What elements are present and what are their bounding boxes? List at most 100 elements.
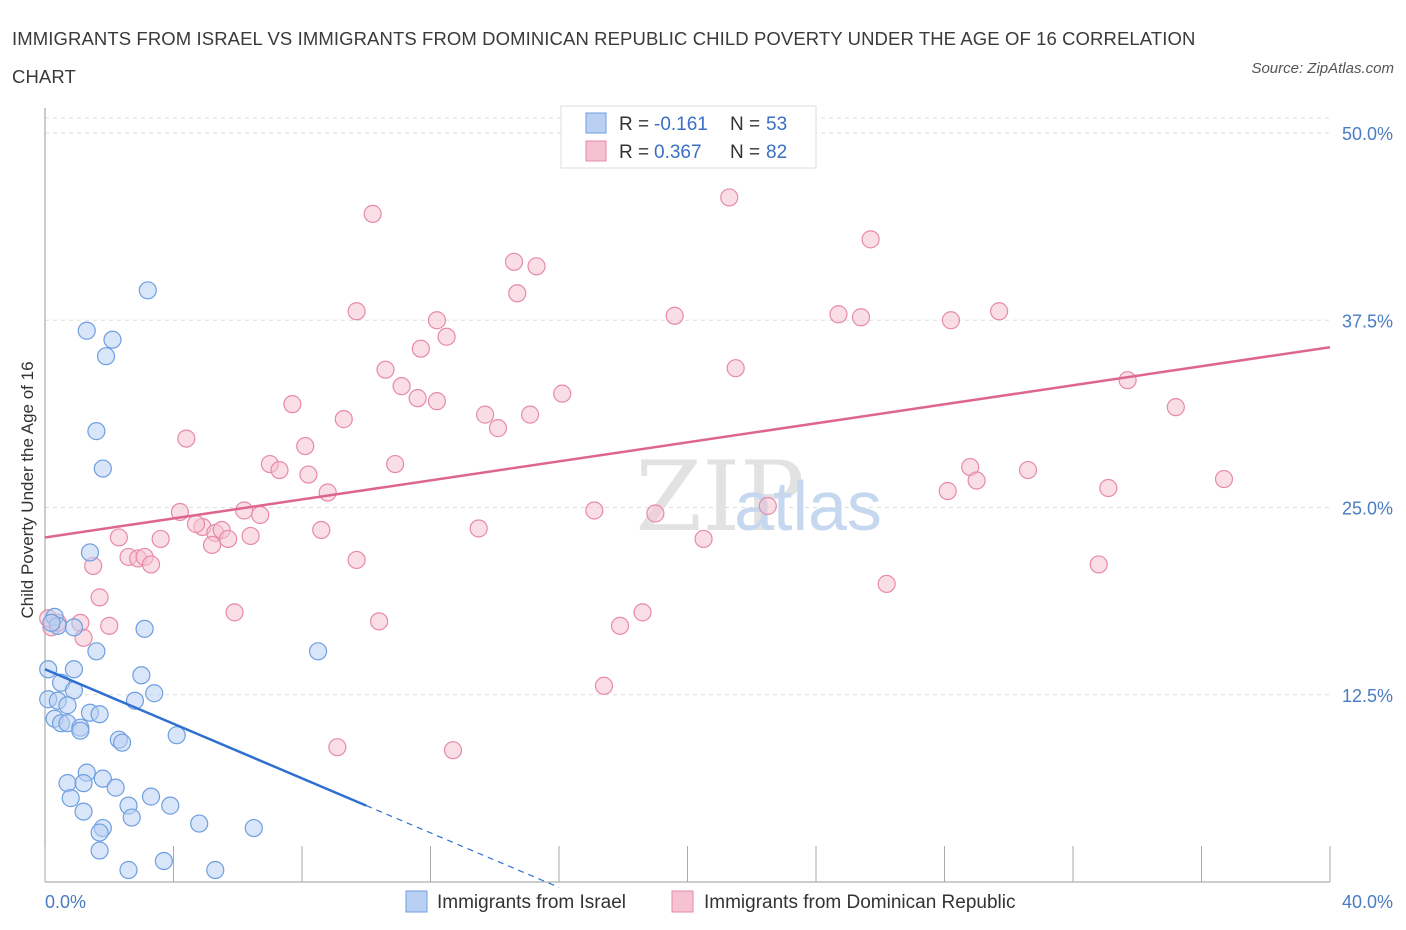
dominican-point: [967, 471, 986, 490]
dominican-point: [241, 526, 260, 546]
dominican-point: [347, 550, 366, 570]
y-axis-label: Child Poverty Under the Age of 16: [18, 361, 37, 618]
israel-point: [90, 705, 109, 724]
axes: [44, 108, 1331, 883]
dominican-point: [109, 528, 128, 547]
dominican-point: [270, 460, 289, 480]
dominican-point: [941, 311, 961, 330]
dominican-point: [1166, 398, 1185, 417]
dominican-point: [851, 308, 871, 327]
israel-point: [135, 619, 154, 638]
dominican-point: [594, 676, 614, 695]
israel-point: [74, 802, 93, 821]
y-tick-label: 37.5%: [1342, 311, 1393, 331]
dominican-point: [141, 555, 161, 574]
dominican-point: [312, 520, 331, 540]
dominican-point: [610, 616, 630, 635]
israel-point: [74, 774, 93, 793]
israel-point: [190, 814, 209, 833]
dominican-point: [488, 419, 508, 438]
dominican-point: [202, 535, 222, 555]
israel-point: [141, 787, 161, 806]
israel-trend-line: [44, 668, 367, 807]
israel-point: [58, 774, 77, 793]
dominican-point: [90, 588, 109, 607]
watermark-zip: ZIP: [635, 441, 804, 553]
israel-point: [112, 733, 132, 752]
dominican-point: [1099, 478, 1118, 498]
israel-point: [161, 796, 180, 815]
trend-lines: [44, 345, 1331, 888]
legend-n-label-dominican: N =: [730, 142, 760, 163]
dominican-point: [1018, 460, 1038, 480]
israel-point: [87, 422, 106, 441]
dominican-point: [1118, 371, 1137, 390]
x-tick-label-min: 0.0%: [45, 892, 86, 912]
israel-point: [93, 769, 112, 788]
dominican-point: [328, 738, 347, 757]
dominican-point: [408, 389, 427, 408]
dominican-point: [1214, 469, 1234, 489]
bottom-legend-israel: Immigrants from Israel: [437, 892, 626, 913]
legend-swatch-dominican: [585, 140, 607, 162]
dominican-point: [646, 504, 665, 523]
israel-point: [71, 721, 90, 740]
dominican-point: [938, 481, 957, 501]
dominican-point: [720, 188, 739, 207]
y-tick-label: 25.0%: [1342, 499, 1393, 519]
dominican-point: [443, 741, 463, 760]
dominican-point: [633, 603, 652, 622]
dominican-point: [829, 305, 848, 324]
dominican-point: [427, 392, 447, 411]
bottom-legend-dominican: Immigrants from Dominican Republic: [704, 892, 1016, 913]
dominican-point: [186, 514, 206, 534]
dominican-point: [376, 360, 395, 379]
israel-point: [119, 860, 138, 880]
dominican-point: [694, 529, 713, 549]
israel-point: [308, 642, 328, 661]
dominican-point: [334, 410, 353, 429]
israel-points: [39, 281, 328, 880]
israel-point: [154, 851, 173, 871]
dominican-point: [363, 204, 382, 223]
dominican-trend-line: [44, 345, 1331, 539]
legend-r-israel: -0.161: [654, 114, 708, 135]
dominican-point: [283, 395, 302, 414]
dominican-point: [318, 483, 337, 502]
israel-point: [90, 823, 109, 842]
dominican-point: [177, 429, 196, 448]
dominican-point: [520, 405, 540, 424]
dominican-point: [758, 496, 777, 516]
israel-point: [103, 330, 122, 349]
dominican-point: [476, 405, 495, 424]
chart-title: IMMIGRANTS FROM ISRAEL VS IMMIGRANTS FRO…: [12, 28, 1196, 87]
dominican-point: [370, 612, 389, 631]
dominican-point: [585, 501, 604, 520]
israel-point: [64, 660, 84, 679]
dominican-point: [225, 603, 244, 622]
dominican-point: [347, 302, 366, 321]
watermark-atlas: atlas: [734, 467, 882, 545]
israel-point: [138, 281, 157, 300]
israel-point: [96, 347, 116, 366]
legend-swatch-israel: [585, 112, 607, 134]
israel-point: [106, 778, 125, 797]
dominican-point: [427, 311, 447, 330]
dominican-point: [100, 616, 119, 635]
dominican-point: [877, 574, 896, 593]
dominican-point: [861, 230, 880, 249]
legend-n-label-israel: N =: [730, 114, 760, 135]
israel-point: [206, 860, 225, 880]
dominican-point: [235, 501, 254, 520]
israel-point: [42, 613, 61, 632]
dominican-point: [151, 529, 170, 549]
legend-n-dominican: 82: [766, 142, 787, 163]
dominican-point: [386, 454, 405, 474]
dominican-point: [726, 359, 745, 378]
israel-point: [87, 642, 106, 661]
dominican-point: [508, 284, 527, 303]
israel-point: [93, 459, 112, 478]
dominican-point: [1089, 555, 1108, 574]
y-tick-labels: 12.5% 25.0% 37.5% 50.0%: [1342, 124, 1393, 706]
israel-point: [122, 808, 141, 827]
